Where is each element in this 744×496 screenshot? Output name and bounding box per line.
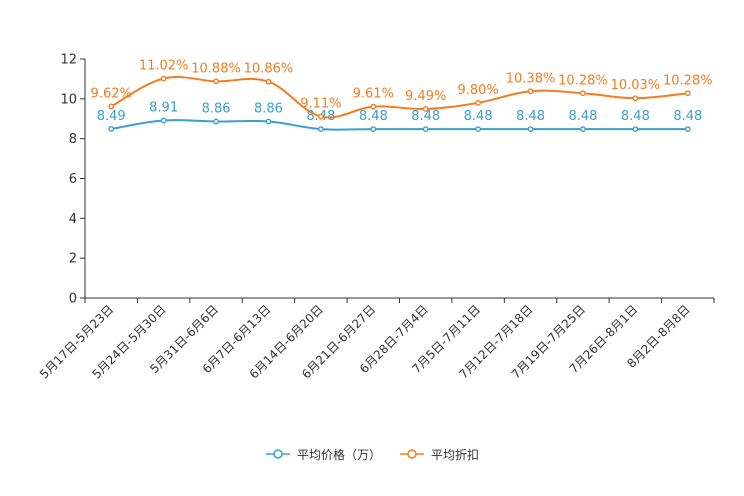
data-label-discount: 11.02% <box>139 59 189 74</box>
data-label-price: 8.48 <box>464 109 493 124</box>
data-label-discount: 10.88% <box>191 61 241 76</box>
data-label-price: 8.48 <box>621 109 650 124</box>
y-tick-label: 0 <box>69 292 77 307</box>
data-point-discount <box>317 113 324 120</box>
line-chart: 0246810125月17日-5月23日5月24日-5月30日5月31日-6月6… <box>37 53 715 382</box>
data-label-discount: 9.49% <box>405 89 446 104</box>
legend-price-marker-icon <box>265 449 290 459</box>
data-point-price <box>527 126 534 133</box>
legend-item-discount[interactable]: 平均折扣 <box>399 446 479 463</box>
legend-item-price[interactable]: 平均价格（万） <box>265 446 381 463</box>
data-label-discount: 10.86% <box>244 62 294 77</box>
chart-legend: 平均价格（万） 平均折扣 <box>0 443 744 465</box>
data-label-discount: 9.62% <box>91 86 132 101</box>
data-point-discount <box>265 78 272 85</box>
data-label-price: 8.86 <box>254 102 283 117</box>
series-line-price <box>111 119 688 131</box>
legend-discount-marker-icon <box>400 449 424 459</box>
y-tick-label: 10 <box>60 92 77 107</box>
data-label-discount: 9.80% <box>457 83 498 98</box>
data-label-price: 8.48 <box>516 109 545 124</box>
data-point-price <box>160 117 167 124</box>
data-point-price <box>108 126 115 132</box>
y-tick-label: 4 <box>69 212 77 227</box>
data-label-discount: 10.03% <box>611 78 661 93</box>
data-point-discount <box>370 103 377 110</box>
series-line-discount <box>110 75 688 119</box>
data-label-discount: 9.11% <box>300 97 341 112</box>
data-label-price: 8.48 <box>411 109 440 124</box>
data-point-price <box>265 118 272 125</box>
data-point-price <box>422 126 429 133</box>
y-tick-label: 6 <box>69 172 77 187</box>
data-label-discount: 10.28% <box>558 73 608 88</box>
data-point-price <box>317 126 324 133</box>
data-point-discount <box>160 75 167 82</box>
data-label-price: 8.48 <box>359 109 388 124</box>
data-point-discount <box>632 95 639 102</box>
data-label-price: 8.48 <box>568 109 597 124</box>
data-point-discount <box>213 78 219 85</box>
y-tick-label: 2 <box>69 252 77 267</box>
data-point-discount <box>684 90 691 97</box>
data-point-discount <box>527 88 534 95</box>
data-label-price: 8.86 <box>202 102 231 117</box>
data-label-price: 8.48 <box>673 109 702 124</box>
data-label-price: 8.91 <box>149 101 178 116</box>
data-label-discount: 10.38% <box>506 71 556 86</box>
y-tick-label: 12 <box>60 53 77 68</box>
y-tick-label: 8 <box>69 132 77 147</box>
data-point-discount <box>475 99 482 106</box>
legend-price-label: 平均价格（万） <box>296 447 381 462</box>
data-point-discount <box>580 90 586 97</box>
data-point-price <box>370 126 377 133</box>
data-point-price <box>632 126 639 133</box>
data-point-price <box>213 118 219 125</box>
data-label-discount: 9.61% <box>353 87 394 102</box>
data-point-discount <box>422 106 429 112</box>
data-point-price <box>580 126 586 133</box>
legend-discount-label: 平均折扣 <box>431 447 480 462</box>
data-label-price: 8.49 <box>97 109 126 124</box>
data-point-price <box>475 126 482 133</box>
data-label-discount: 10.28% <box>663 73 713 88</box>
data-point-price <box>684 126 691 133</box>
data-point-discount <box>108 103 115 110</box>
